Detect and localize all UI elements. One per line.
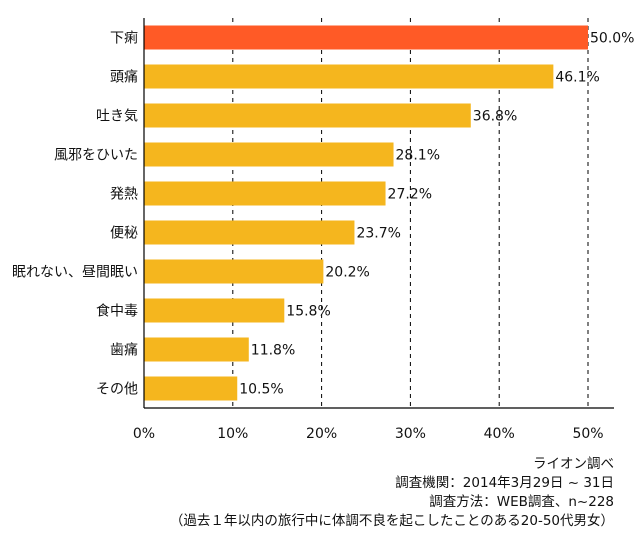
value-label: 50.0% bbox=[590, 31, 634, 47]
x-tick-label: 0% bbox=[133, 426, 155, 442]
category-label: 便秘 bbox=[110, 226, 138, 242]
survey-scope-note: （過去１年以内の旅行中に体調不良を起こしたことのある20-50代男女） bbox=[169, 513, 614, 529]
x-tick-label: 10% bbox=[217, 426, 248, 442]
bar-1 bbox=[144, 64, 554, 89]
labels: 下痢 50.0% 頭痛 46.1% 吐き気 36.8% 風邪をひいた 28.1% 発熱 27.2%… bbox=[12, 31, 634, 443]
bars bbox=[144, 25, 588, 401]
survey-period-note: 調査機関：2014年3月29日 ~ 31日 bbox=[395, 475, 614, 491]
chart-footnote: ライオン調べ 調査機関：2014年3月29日 ~ 31日 調査方法：WEB調査、… bbox=[170, 455, 614, 531]
bar-0 bbox=[144, 25, 588, 50]
x-tick-label: 20% bbox=[306, 426, 337, 442]
value-label: 10.5% bbox=[239, 382, 283, 398]
value-label: 23.7% bbox=[356, 226, 400, 242]
value-label: 20.2% bbox=[325, 265, 369, 281]
source-note: ライオン調べ bbox=[533, 456, 614, 472]
value-label: 11.8% bbox=[251, 343, 295, 359]
category-label: 食中毒 bbox=[96, 303, 138, 320]
axes bbox=[143, 18, 614, 409]
category-label: 吐き気 bbox=[96, 109, 138, 125]
bar-8 bbox=[144, 337, 249, 362]
bar-9 bbox=[144, 376, 238, 401]
x-tick-label: 50% bbox=[572, 426, 603, 442]
value-label: 28.1% bbox=[396, 148, 440, 164]
category-label: 発熱 bbox=[110, 187, 138, 203]
category-label: 頭痛 bbox=[110, 69, 138, 86]
bar-6 bbox=[144, 259, 324, 284]
bar-7 bbox=[144, 298, 285, 323]
bar-5 bbox=[144, 220, 355, 245]
value-label: 36.8% bbox=[473, 109, 517, 125]
survey-method-note: 調査方法：WEB調査、n~228 bbox=[429, 494, 614, 510]
value-label: 46.1% bbox=[555, 70, 599, 86]
x-tick-label: 40% bbox=[484, 426, 515, 442]
bar-2 bbox=[144, 103, 471, 128]
bar-3 bbox=[144, 142, 394, 167]
category-label: 眠れない、昼間眠い bbox=[12, 265, 138, 281]
bar-4 bbox=[144, 181, 386, 206]
category-label: その他 bbox=[96, 382, 138, 398]
value-label: 27.2% bbox=[388, 187, 432, 203]
category-label: 下痢 bbox=[110, 31, 138, 47]
category-label: 風邪をひいた bbox=[54, 148, 138, 164]
category-label: 歯痛 bbox=[110, 342, 138, 359]
x-tick-label: 30% bbox=[395, 426, 426, 442]
value-label: 15.8% bbox=[286, 304, 330, 320]
